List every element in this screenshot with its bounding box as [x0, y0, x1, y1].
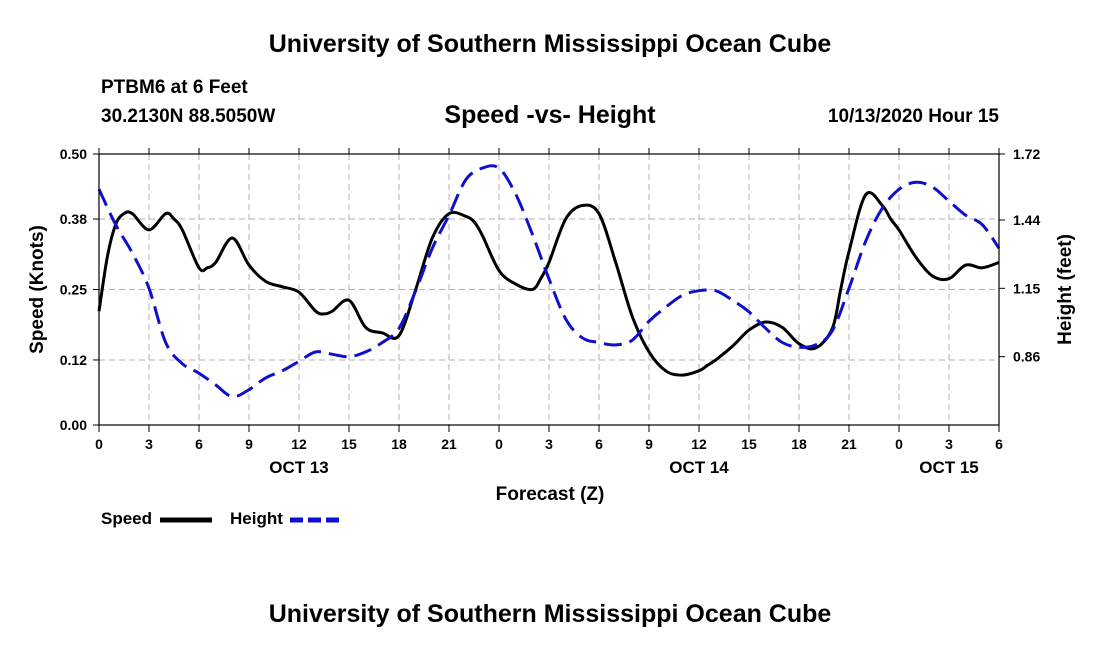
station-label: PTBM6 at 6 Feet [101, 77, 248, 98]
x-tick-label: 0 [895, 436, 903, 452]
x-tick-label: 3 [545, 436, 553, 452]
x-tick-label: 6 [195, 436, 203, 452]
x-tick-label: 0 [495, 436, 503, 452]
x-tick-label: 15 [741, 436, 757, 452]
y-tick-label-left: 0.50 [60, 146, 87, 162]
y-tick-label-left: 0.38 [60, 211, 87, 227]
coordinates-label: 30.2130N 88.5050W [101, 106, 276, 127]
y-tick-label-left: 0.00 [60, 417, 87, 433]
x-axis-title: Forecast (Z) [496, 484, 605, 505]
x-tick-label: 12 [691, 436, 707, 452]
x-tick-label: 3 [945, 436, 953, 452]
y-axis-title-left: Speed (Knots) [27, 225, 48, 354]
chart-header-title: University of Southern Mississippi Ocean… [268, 30, 832, 58]
series-layer [97, 164, 1001, 399]
y-tick-label-right: 1.15 [1013, 280, 1040, 296]
x-tick-label: 0 [95, 436, 103, 452]
x-tick-label: 18 [791, 436, 807, 452]
x-tick-label: 3 [145, 436, 153, 452]
axes: 0 3 6 9 12 15 18 21 0 3 6 9 12 15 18 21 0 3 6 0.00 0.12 0.25 0… [27, 146, 1076, 505]
x-tick-label: 18 [391, 436, 407, 452]
forecast-datestamp: 10/13/2020 Hour 15 [827, 106, 999, 127]
legend-speed-label: Speed [101, 509, 153, 528]
y-tick-label-right: 0.86 [1013, 349, 1040, 365]
y-axis-title-right: Height (feet) [1055, 234, 1076, 345]
y-tick-label-left: 0.12 [60, 352, 87, 368]
grid [99, 154, 999, 425]
date-label: OCT 13 [269, 458, 329, 477]
x-tick-label: 9 [645, 436, 653, 452]
x-tick-label: 15 [341, 436, 357, 452]
series-line-height [97, 164, 1001, 399]
x-tick-label: 6 [995, 436, 1003, 452]
x-tick-label: 12 [291, 436, 307, 452]
legend-height-label: Height [230, 509, 283, 528]
x-tick-label: 21 [441, 436, 457, 452]
y-tick-label-right: 1.72 [1013, 146, 1040, 162]
y-tick-label-right: 1.44 [1013, 212, 1040, 228]
date-label: OCT 14 [669, 458, 729, 477]
series-line-speed [97, 191, 1000, 377]
x-tick-label: 9 [245, 436, 253, 452]
x-tick-label: 6 [595, 436, 603, 452]
date-label: OCT 15 [919, 458, 979, 477]
chart-subtitle: Speed -vs- Height [444, 101, 656, 129]
chart-footer-title: University of Southern Mississippi Ocean… [268, 600, 832, 628]
x-tick-label: 21 [841, 436, 857, 452]
y-tick-label-left: 0.25 [60, 282, 87, 298]
